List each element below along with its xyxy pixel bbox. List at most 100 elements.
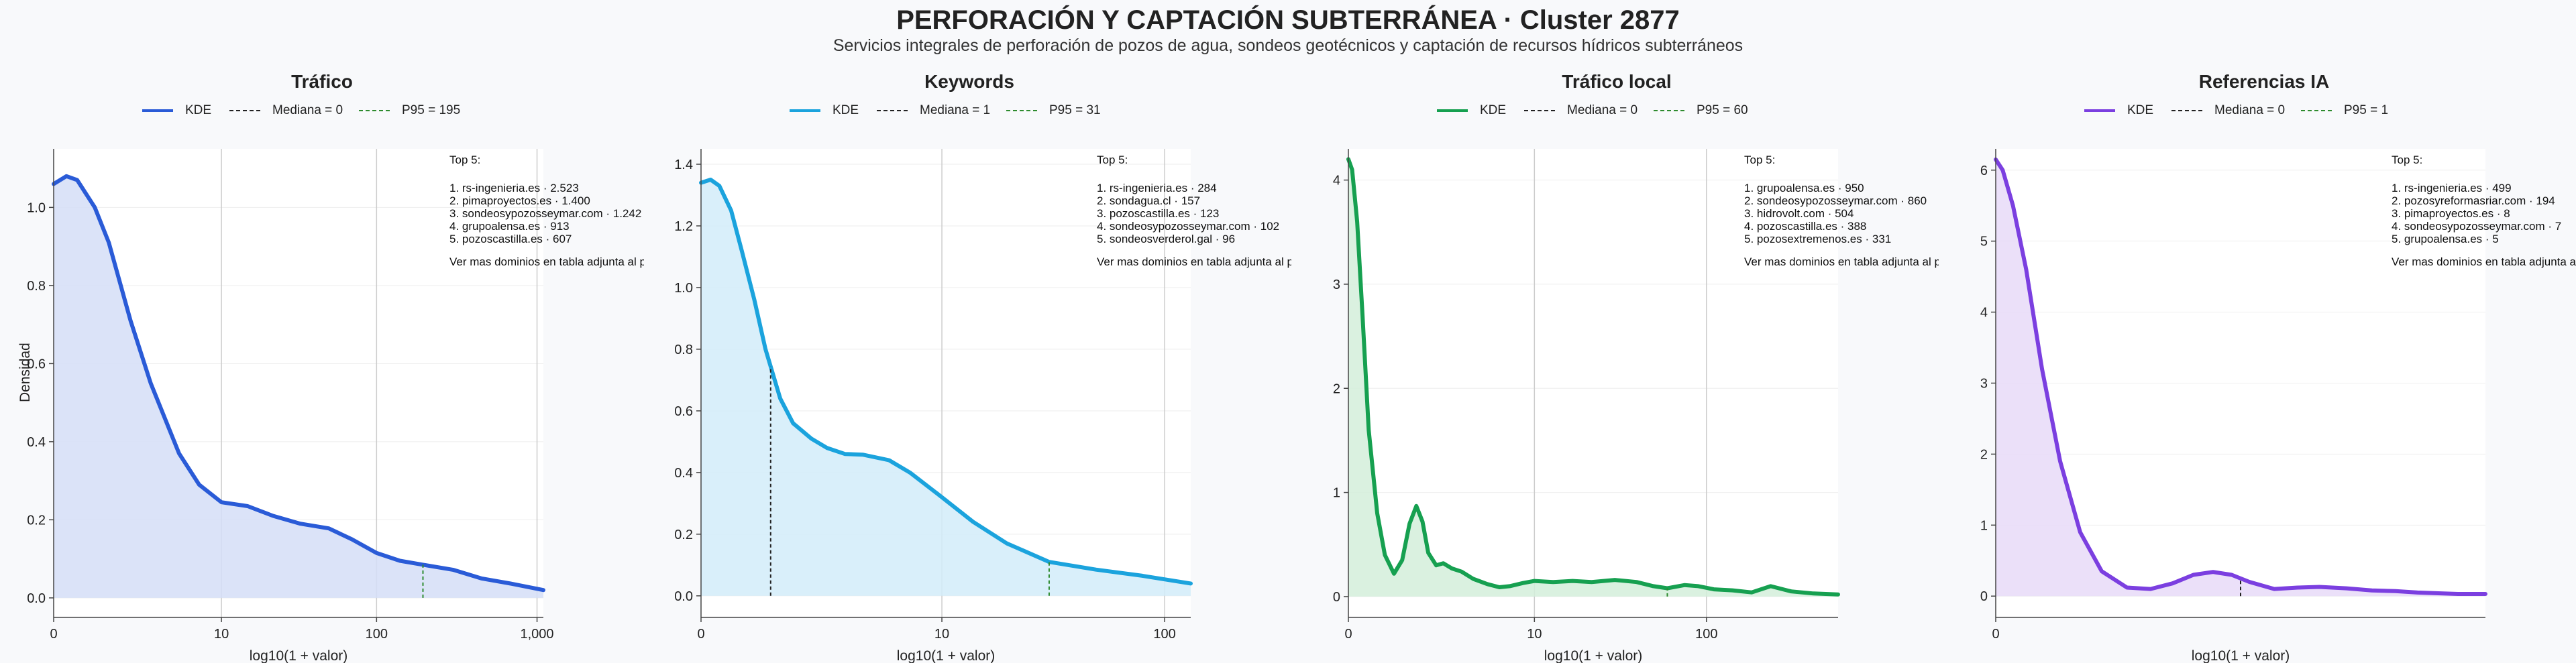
legend-swatch-p95	[1006, 110, 1037, 111]
top5-item: 1. grupoalensa.es · 950	[1744, 182, 1864, 194]
legend-label-kde: KDE	[185, 103, 212, 117]
plot-area	[1348, 149, 1838, 617]
legend-label-kde: KDE	[833, 103, 859, 117]
y-tick-label: 0.6	[674, 404, 693, 419]
legend-label-p95: P95 = 195	[402, 103, 461, 117]
kde-area	[54, 176, 543, 598]
legend-swatch-p95	[1654, 110, 1684, 111]
x-axis-label: log10(1 + valor)	[897, 648, 996, 663]
x-tick-label: 0	[1344, 627, 1352, 642]
y-tick-label: 4	[1980, 306, 1988, 320]
legend-swatch-kde	[142, 109, 173, 112]
top5-footer: Ver mas dominios en tabla adjunta al pac…	[449, 255, 644, 268]
kde-area	[1996, 159, 2485, 597]
legend-label-kde: KDE	[1480, 103, 1507, 117]
kde-chart-svg: 0 1 2 3 4 5 6 0 log10(1 + valor) Top 5: 1. rs-inge…	[1980, 149, 2576, 663]
x-tick-label: 0	[1992, 627, 1999, 642]
kde-line	[1994, 157, 2487, 596]
top5-item: 4. grupoalensa.es · 913	[449, 220, 570, 233]
panel-title: Tráfico	[291, 71, 353, 92]
y-tick-label: 0.6	[27, 357, 46, 371]
y-tick-label: 0.0	[674, 589, 693, 604]
chart-panel-4: Referencias IA KDE Mediana = 0 P95 = 1 0 1 2 3 4…	[1942, 0, 2576, 663]
x-axis-label: log10(1 + valor)	[250, 648, 348, 663]
legend-item-median: Mediana = 1	[877, 101, 990, 121]
legend-item-kde: KDE	[142, 101, 211, 121]
top5-item: 2. pozosyreformasriar.com · 194	[2392, 194, 2555, 207]
top5-item: 3. pimaproyectos.es · 8	[2392, 207, 2510, 220]
top5-item: 2. sondagua.cl · 157	[1097, 194, 1200, 207]
top5-item: 4. pozoscastilla.es · 388	[1744, 220, 1866, 233]
y-tick-label: 2	[1333, 381, 1340, 396]
top5-item: 2. sondeosypozosseymar.com · 860	[1744, 194, 1927, 207]
x-axis-label: log10(1 + valor)	[2192, 648, 2290, 663]
legend-swatch-p95	[359, 110, 390, 111]
y-tick-label: 5	[1980, 235, 1988, 249]
y-tick-label: 3	[1980, 377, 1988, 391]
panel-title: Tráfico local	[1562, 71, 1672, 92]
x-axis-label: log10(1 + valor)	[1544, 648, 1643, 663]
y-tick-label: 0.8	[27, 279, 46, 294]
legend-item-p95: P95 = 1	[2301, 101, 2388, 121]
top5-item: 5. sondeosverderol.gal · 96	[1097, 233, 1235, 245]
x-tick-label: 0	[697, 627, 704, 642]
page-subtitle: Servicios integrales de perforación de p…	[833, 36, 1743, 55]
top5-item: 5. pozoscastilla.es · 607	[449, 233, 572, 245]
legend-label-p95: P95 = 1	[2344, 103, 2389, 117]
top5-item: 3. sondeosypozosseymar.com · 1.242	[449, 207, 641, 220]
kde-chart-svg: 0.0 0.2 0.4 0.6 0.8 1.0 1.2 1.4 0 10 100 log10(1 + …	[674, 149, 1291, 663]
x-tick-label: 10	[214, 627, 229, 642]
y-tick-label: 0.0	[27, 591, 46, 606]
legend-label-kde: KDE	[2127, 103, 2154, 117]
legend-item-median: Mediana = 0	[2171, 101, 2285, 121]
kde-chart-svg: 0 1 2 3 4 0 10 100 log10(1 + valor) Top 5: 1. grup…	[1333, 149, 1939, 663]
chart-panel-3: Tráfico local KDE Mediana = 0 P95 = 60 0 1 2 3 4…	[1295, 0, 1939, 663]
y-tick-label: 3	[1333, 278, 1340, 292]
legend-label-median: Mediana = 1	[920, 103, 991, 117]
kde-line	[52, 174, 545, 593]
legend-swatch-median	[1524, 110, 1555, 111]
top5-item: 1. rs-ingenieria.es · 499	[2392, 182, 2512, 194]
y-tick-label: 0	[1333, 590, 1340, 605]
top5-header: Top 5:	[449, 154, 480, 166]
top5-item: 1. rs-ingenieria.es · 284	[1097, 182, 1217, 194]
chart-panel-1: Tráfico KDE Mediana = 0 P95 = 195 0.0 0.2 0.4 0…	[0, 0, 644, 663]
top5-item: 3. hidrovolt.com · 504	[1744, 207, 1854, 220]
x-tick-label: 100	[1153, 627, 1175, 642]
y-tick-label: 0.4	[27, 435, 46, 450]
x-tick-label: 10	[1527, 627, 1542, 642]
top5-header: Top 5:	[1097, 154, 1128, 166]
top5-item: 5. pozosextremenos.es · 331	[1744, 233, 1891, 245]
legend-swatch-median	[229, 110, 260, 111]
y-tick-label: 0	[1980, 589, 1988, 604]
legend-swatch-p95	[2301, 110, 2332, 111]
y-tick-label: 4	[1333, 174, 1340, 188]
top5-item: 4. sondeosypozosseymar.com · 7	[2392, 220, 2561, 233]
x-tick-label: 1,000	[521, 627, 554, 642]
legend-swatch-kde	[1437, 109, 1468, 112]
legend-swatch-kde	[2084, 109, 2115, 112]
x-tick-label: 0	[50, 627, 57, 642]
y-tick-label: 1	[1333, 486, 1340, 501]
top5-item: 1. rs-ingenieria.es · 2.523	[449, 182, 579, 194]
top5-item: 4. sondeosypozosseymar.com · 102	[1097, 220, 1279, 233]
legend-swatch-kde	[790, 109, 820, 112]
page-title: PERFORACIÓN Y CAPTACIÓN SUBTERRÁNEA · Cl…	[896, 5, 1680, 35]
top5-footer: Ver mas dominios en tabla adjunta al pac…	[1744, 255, 1939, 268]
y-tick-label: 1.0	[674, 281, 693, 296]
x-tick-label: 10	[934, 627, 949, 642]
y-tick-label: 1.0	[27, 200, 46, 215]
kde-chart-svg: 0.0 0.2 0.4 0.6 0.8 1.0 0 10 100 1,000 log10(1 + v…	[27, 149, 644, 663]
y-tick-label: 6	[1980, 164, 1988, 178]
y-tick-label: 1.2	[674, 219, 693, 234]
legend-label-median: Mediana = 0	[2214, 103, 2286, 117]
x-tick-label: 100	[366, 627, 388, 642]
y-tick-label: 1	[1980, 518, 1988, 533]
y-tick-label: 1.4	[674, 158, 693, 172]
y-tick-label: 0.2	[674, 528, 693, 542]
kde-line	[1346, 157, 1840, 597]
y-tick-label: 0.4	[674, 466, 693, 481]
x-tick-label: 100	[1695, 627, 1717, 642]
legend-label-median: Mediana = 0	[1567, 103, 1638, 117]
legend-item-p95: P95 = 195	[359, 101, 460, 121]
